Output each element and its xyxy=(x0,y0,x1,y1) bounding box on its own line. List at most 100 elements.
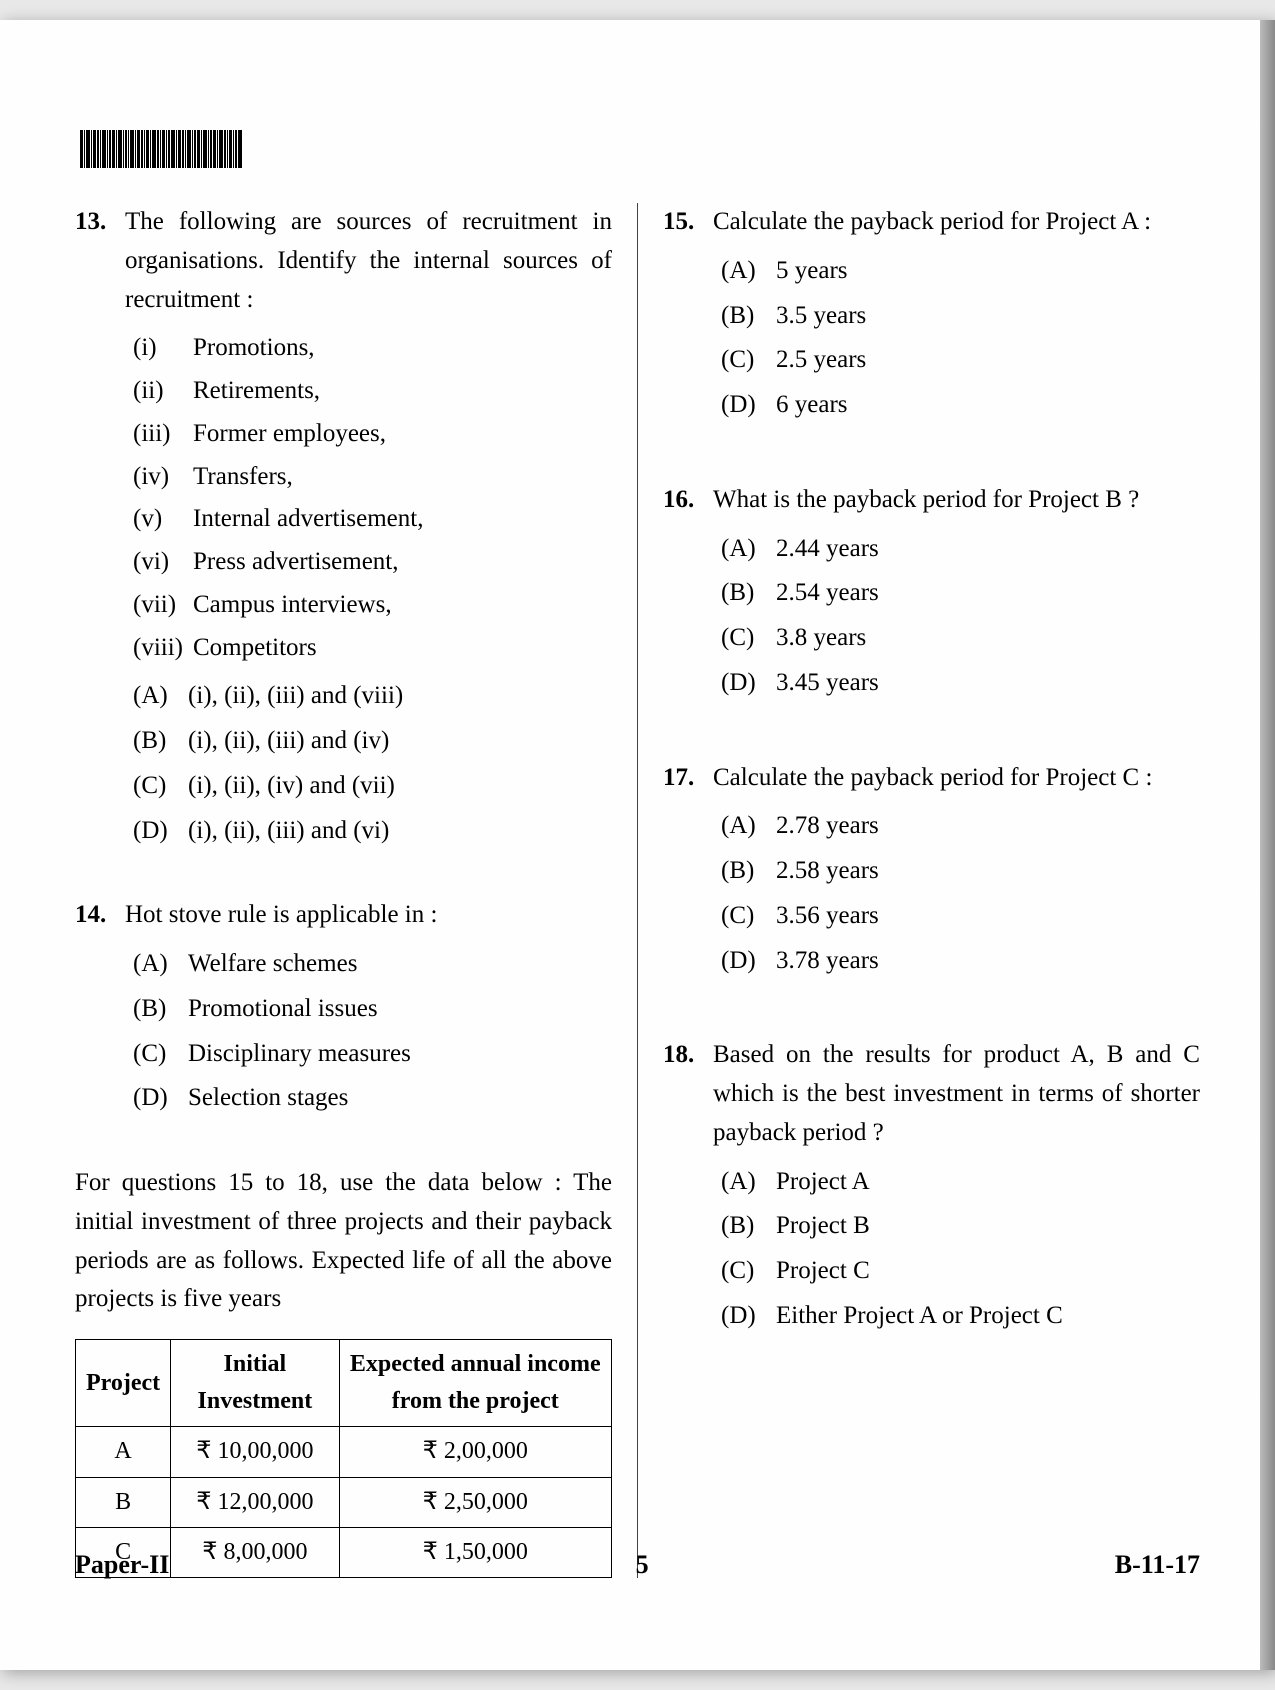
option-label: (A) xyxy=(721,807,776,846)
option-text: 3.56 years xyxy=(776,897,879,936)
option-text: (i), (ii), (iii) and (iv) xyxy=(188,722,389,761)
option: (C)Disciplinary measures xyxy=(133,1035,612,1074)
question-text: Hot stove rule is applicable in : xyxy=(125,896,612,935)
option-text: 2.5 years xyxy=(776,341,866,380)
option: (C)2.5 years xyxy=(721,341,1200,380)
option: (C)(i), (ii), (iv) and (vii) xyxy=(133,767,612,806)
option: (C)3.56 years xyxy=(721,897,1200,936)
option: (B)Promotional issues xyxy=(133,990,612,1029)
question-number: 18. xyxy=(663,1036,713,1341)
option-text: Disciplinary measures xyxy=(188,1035,411,1074)
option-text: Project B xyxy=(776,1207,870,1246)
option: (A)5 years xyxy=(721,252,1200,291)
option-label: (B) xyxy=(133,722,188,761)
option: (C)Project C xyxy=(721,1252,1200,1291)
table-cell: ₹ 12,00,000 xyxy=(171,1477,339,1527)
option: (B)Project B xyxy=(721,1207,1200,1246)
question-18: 18. Based on the results for product A, … xyxy=(663,1036,1200,1341)
question-body: Based on the results for product A, B an… xyxy=(713,1036,1200,1341)
barcode xyxy=(80,130,1200,168)
question-number: 15. xyxy=(663,203,713,431)
options-list: (A)2.44 years(B)2.54 years(C)3.8 years(D… xyxy=(713,530,1200,703)
table-header: Expected annual income from the project xyxy=(339,1340,611,1427)
options-list: (A)Project A(B)Project B(C)Project C(D)E… xyxy=(713,1163,1200,1336)
roman-item: (vii)Campus interviews, xyxy=(133,586,612,625)
option-text: Welfare schemes xyxy=(188,945,357,984)
question-body: Hot stove rule is applicable in : (A)Wel… xyxy=(125,896,612,1124)
table-header: Initial Investment xyxy=(171,1340,339,1427)
option-label: (B) xyxy=(721,297,776,336)
table-header: Project xyxy=(76,1340,171,1427)
option-text: Project C xyxy=(776,1252,870,1291)
option-text: 3.5 years xyxy=(776,297,866,336)
option: (D)3.45 years xyxy=(721,664,1200,703)
option-label: (C) xyxy=(721,341,776,380)
option-label: (D) xyxy=(133,812,188,851)
option-label: (A) xyxy=(133,677,188,716)
roman-item: (vi)Press advertisement, xyxy=(133,543,612,582)
question-number: 17. xyxy=(663,759,713,987)
option: (A)Project A xyxy=(721,1163,1200,1202)
option-label: (A) xyxy=(133,945,188,984)
option: (D)Selection stages xyxy=(133,1079,612,1118)
option-label: (C) xyxy=(721,619,776,658)
question-13: 13. The following are sources of recruit… xyxy=(75,203,612,856)
option-text: 6 years xyxy=(776,386,848,425)
option: (A)2.78 years xyxy=(721,807,1200,846)
roman-text: Transfers, xyxy=(193,458,293,497)
roman-item: (v)Internal advertisement, xyxy=(133,500,612,539)
roman-text: Promotions, xyxy=(193,329,315,368)
roman-text: Former employees, xyxy=(193,415,386,454)
option-label: (C) xyxy=(133,767,188,806)
roman-item: (viii)Competitors xyxy=(133,629,612,668)
table-cell: B xyxy=(76,1477,171,1527)
option-label: (A) xyxy=(721,530,776,569)
roman-label: (viii) xyxy=(133,629,193,668)
roman-label: (vii) xyxy=(133,586,193,625)
option-text: 3.45 years xyxy=(776,664,879,703)
roman-label: (ii) xyxy=(133,372,193,411)
question-body: The following are sources of recruitment… xyxy=(125,203,612,856)
option-text: Selection stages xyxy=(188,1079,348,1118)
option-label: (D) xyxy=(721,386,776,425)
table-header-row: Project Initial Investment Expected annu… xyxy=(76,1340,612,1427)
options-list: (A)(i), (ii), (iii) and (viii)(B)(i), (i… xyxy=(125,677,612,850)
option-text: 3.78 years xyxy=(776,942,879,981)
question-text: The following are sources of recruitment… xyxy=(125,203,612,319)
option-text: 2.54 years xyxy=(776,574,879,613)
option-text: (i), (ii), (iv) and (vii) xyxy=(188,767,395,806)
option: (D)(i), (ii), (iii) and (vi) xyxy=(133,812,612,851)
footer-right: B-11-17 xyxy=(1115,1550,1200,1580)
option-label: (C) xyxy=(721,1252,776,1291)
roman-text: Retirements, xyxy=(193,372,320,411)
option-label: (D) xyxy=(721,664,776,703)
option: (B)2.54 years xyxy=(721,574,1200,613)
question-15: 15. Calculate the payback period for Pro… xyxy=(663,203,1200,431)
question-number: 14. xyxy=(75,896,125,1124)
options-list: (A)5 years(B)3.5 years(C)2.5 years(D)6 y… xyxy=(713,252,1200,425)
option-label: (B) xyxy=(721,852,776,891)
roman-label: (v) xyxy=(133,500,193,539)
footer-page-number: 5 xyxy=(636,1550,649,1580)
project-table: Project Initial Investment Expected annu… xyxy=(75,1339,612,1578)
question-body: What is the payback period for Project B… xyxy=(713,481,1200,709)
question-17: 17. Calculate the payback period for Pro… xyxy=(663,759,1200,987)
table-cell: ₹ 2,50,000 xyxy=(339,1477,611,1527)
question-body: Calculate the payback period for Project… xyxy=(713,203,1200,431)
roman-item: (i)Promotions, xyxy=(133,329,612,368)
roman-item: (iv)Transfers, xyxy=(133,458,612,497)
option-label: (A) xyxy=(721,1163,776,1202)
option-text: 2.78 years xyxy=(776,807,879,846)
question-text: Calculate the payback period for Project… xyxy=(713,759,1200,798)
question-14: 14. Hot stove rule is applicable in : (A… xyxy=(75,896,612,1124)
question-text: Based on the results for product A, B an… xyxy=(713,1036,1200,1152)
option-text: 3.8 years xyxy=(776,619,866,658)
option-label: (B) xyxy=(133,990,188,1029)
roman-label: (vi) xyxy=(133,543,193,582)
roman-text: Competitors xyxy=(193,629,317,668)
option: (A)2.44 years xyxy=(721,530,1200,569)
option: (B)2.58 years xyxy=(721,852,1200,891)
option-label: (B) xyxy=(721,574,776,613)
question-text: What is the payback period for Project B… xyxy=(713,481,1200,520)
table-cell: ₹ 10,00,000 xyxy=(171,1427,339,1477)
